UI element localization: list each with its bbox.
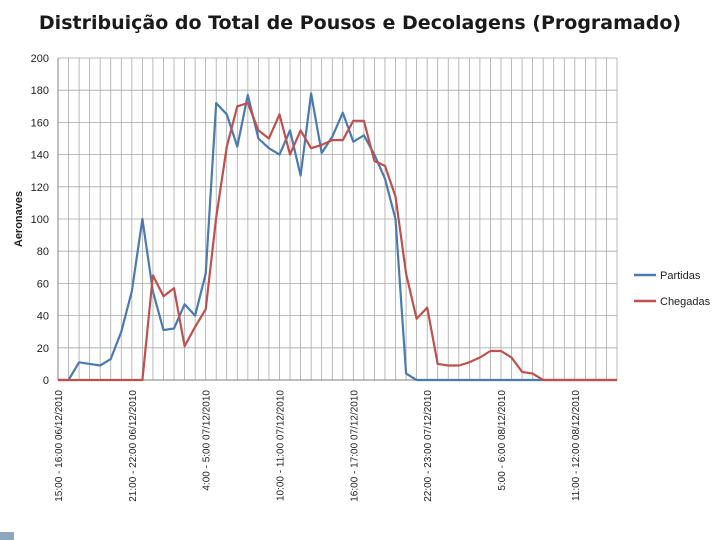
y-tick-label: 60: [37, 278, 49, 290]
x-tick-label: 11:00 - 12:00 08/12/2010: [571, 390, 582, 501]
series-line-chegadas: [58, 101, 617, 382]
legend-label-chegadas: Chegadas: [660, 296, 711, 308]
x-tick-labels: 15:00 - 16:00 06/12/2010 21:00 - 22:00 06…: [54, 390, 582, 502]
chart-title: Distribuição do Total de Pousos e Decola…: [38, 12, 682, 34]
y-tick-label: 100: [31, 214, 49, 226]
series-lines: [58, 92, 617, 382]
y-tick-labels: 0 20 40 60 80 100 120 140 160 180 200: [31, 53, 49, 387]
y-tick-label: 40: [37, 311, 49, 323]
x-tick-label: 22:00 - 23:00 07/12/2010: [423, 390, 434, 502]
y-tick-label: 20: [37, 343, 49, 355]
y-tick-label: 120: [31, 182, 49, 194]
legend: Partidas Chegadas: [634, 270, 711, 308]
x-tick-label: 16:00 - 17:00 07/12/2010: [349, 390, 360, 502]
x-tick-label: 5:00 - 6:00 08/12/2010: [497, 390, 508, 491]
x-tick-label: 21:00 - 22:00 06/12/2010: [128, 390, 139, 502]
series-line-partidas: [58, 92, 617, 382]
y-tick-label: 200: [31, 53, 49, 65]
x-tick-label: 4:00 - 5:00 07/12/2010: [202, 390, 213, 491]
y-axis-title: Aeronaves: [13, 191, 25, 247]
y-tick-label: 80: [37, 246, 49, 258]
legend-label-partidas: Partidas: [660, 270, 701, 282]
x-tick-label: 10:00 - 11:00 07/12/2010: [275, 390, 286, 501]
y-tick-label: 160: [31, 117, 49, 129]
x-tick-label: 15:00 - 16:00 06/12/2010: [54, 390, 65, 502]
y-tick-label: 180: [31, 85, 49, 97]
y-tick-label: 140: [31, 150, 49, 162]
corner-decoration: [0, 532, 14, 540]
y-tick-label: 0: [43, 375, 49, 387]
